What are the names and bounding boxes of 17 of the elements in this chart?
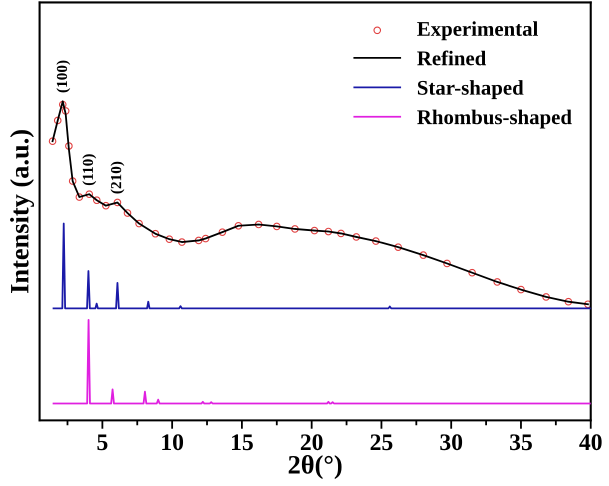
- x-tick-label: 20: [300, 434, 323, 450]
- annotation: (110): [82, 154, 96, 186]
- legend-label: Refined: [417, 50, 486, 66]
- x-tick-label: 15: [232, 434, 253, 450]
- legend-label: Rhombus-shaped: [417, 110, 572, 129]
- legend-label: Star-shaped: [418, 80, 524, 100]
- y-axis-title: Intensity (a.u.): [10, 130, 34, 293]
- x-axis-title: 2θ(°): [288, 454, 342, 480]
- x-tick-label: 30: [440, 434, 462, 450]
- legend-label: Experimental: [417, 21, 538, 40]
- x-tick-label: 10: [162, 434, 184, 450]
- annotation: (210): [110, 162, 124, 194]
- x-tick-label: 25: [370, 434, 392, 450]
- x-tick-label: 35: [510, 434, 532, 450]
- x-tick-label: 40: [579, 434, 602, 450]
- annotation: (100): [56, 60, 70, 92]
- x-tick-label: 5: [97, 434, 108, 450]
